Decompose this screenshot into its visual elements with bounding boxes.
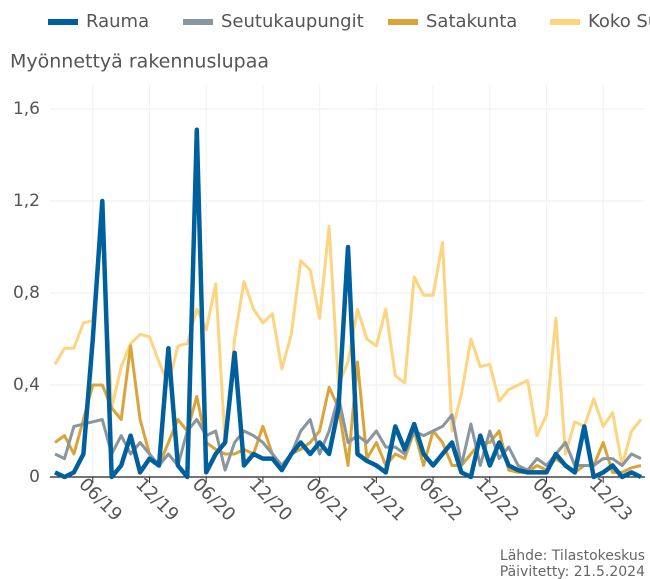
x-tick-label: 06/21 [301, 474, 353, 526]
x-tick-label: 12/22 [471, 474, 523, 526]
y-tick-label: 0 [29, 467, 40, 487]
x-tick-label: 06/23 [528, 474, 580, 526]
y-tick-label: 1,2 [13, 191, 40, 211]
legend-label: Seutukaupungit [221, 11, 364, 32]
x-tick-label: 12/19 [131, 474, 183, 526]
x-tick-label: 12/21 [358, 474, 410, 526]
x-tick-label: 06/20 [188, 474, 240, 526]
legend-label: Satakunta [426, 11, 517, 32]
x-tick-label: 12/20 [245, 474, 297, 526]
series-line [54, 127, 642, 480]
x-tick-label: 06/19 [75, 474, 127, 526]
y-tick-label: 0,8 [13, 283, 40, 303]
updated: Päivitetty: 21.5.2024 [500, 564, 645, 579]
y-tick-label: 1,6 [13, 99, 40, 119]
series-line [54, 395, 642, 472]
x-tick-label: 06/22 [415, 474, 467, 526]
legend-label: Rauma [86, 11, 149, 32]
x-tick-label: 12/23 [585, 474, 637, 526]
subtitle: Myönnettyä rakennuslupaa [10, 51, 269, 73]
source: Lähde: Tilastokeskus [500, 548, 645, 564]
y-tick-label: 0,4 [13, 375, 40, 395]
legend-label: Koko Suomi [588, 11, 650, 32]
series-line [53, 222, 643, 467]
